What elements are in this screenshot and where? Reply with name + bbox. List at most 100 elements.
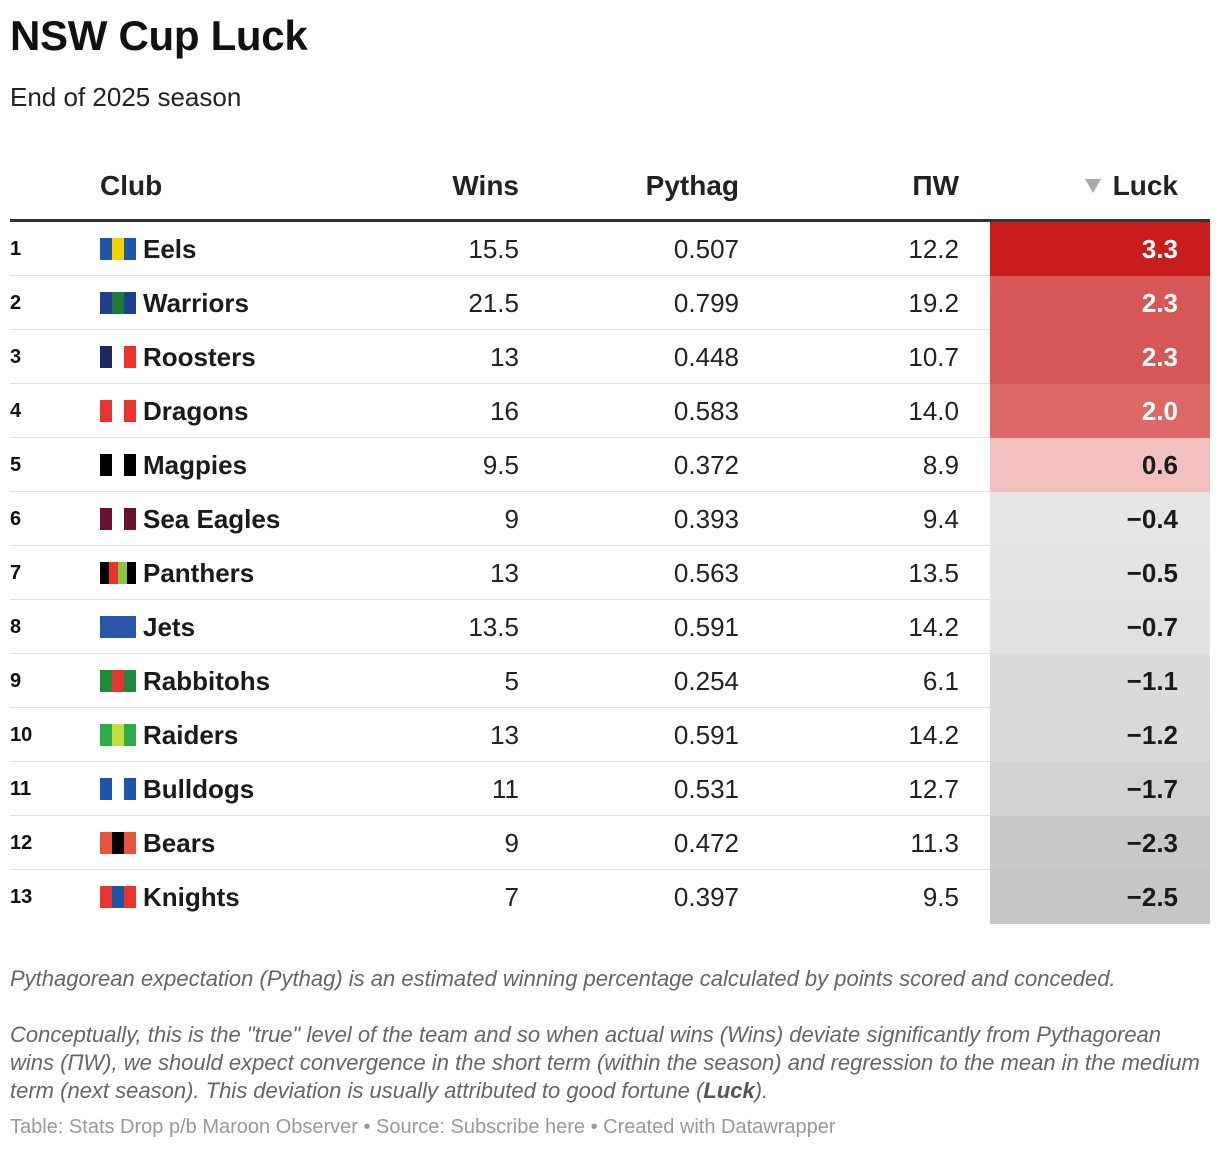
pw-cell: 9.4 — [922, 504, 959, 534]
pythag-cell: 0.799 — [673, 288, 739, 318]
club-color-stripe — [100, 616, 112, 638]
luck-table: Club Wins Pythag ΠW Luck 1 Eels 15.5 0.507 1… — [10, 160, 1210, 924]
club-color-stripe — [100, 508, 112, 530]
club-colors-icon — [100, 562, 136, 584]
pw-cell: 11.3 — [910, 828, 959, 858]
table-row: 3 Roosters 13 0.448 10.7 2.3 — [10, 330, 1210, 384]
club-color-stripe — [124, 346, 136, 368]
pw-cell: 13.5 — [908, 558, 959, 588]
club-colors-icon — [100, 886, 136, 908]
club-color-stripe — [124, 886, 136, 908]
footnote-explanation: Conceptually, this is the "true" level o… — [10, 1021, 1210, 1105]
luck-cell: −2.5 — [990, 870, 1210, 924]
club-color-stripe — [124, 508, 136, 530]
table-row: 7 Panthers 13 0.563 13.5 −0.5 — [10, 546, 1210, 600]
club-color-stripe — [100, 670, 112, 692]
column-header-club[interactable]: Club — [100, 170, 163, 201]
table-row: 9 Rabbitohs 5 0.254 6.1 −1.1 — [10, 654, 1210, 708]
footnote-pythag: Pythagorean expectation (Pythag) is an e… — [10, 966, 1116, 991]
pythag-cell: 0.472 — [673, 828, 739, 858]
luck-cell: −0.4 — [990, 492, 1210, 546]
luck-cell: 2.3 — [990, 276, 1210, 330]
pw-cell: 8.9 — [922, 450, 959, 480]
club-color-stripe — [124, 454, 136, 476]
club-name-cell: Raiders — [143, 720, 239, 750]
rank-cell: 10 — [10, 724, 33, 746]
luck-cell: 2.0 — [990, 384, 1210, 438]
luck-cell: −1.7 — [990, 762, 1210, 816]
column-header-luck-label: Luck — [1112, 170, 1178, 201]
club-color-stripe — [112, 832, 124, 854]
club-name-cell: Dragons — [143, 396, 249, 426]
pythag-cell: 0.507 — [673, 234, 739, 264]
wins-cell: 9.5 — [482, 450, 519, 480]
footnote-explanation-end: ). — [754, 1078, 769, 1103]
table-body: 1 Eels 15.5 0.507 12.2 3.3 2 Warriors 21.5 0.799 1… — [10, 222, 1210, 924]
pw-cell: 9.5 — [922, 882, 959, 912]
table-row: 10 Raiders 13 0.591 14.2 −1.2 — [10, 708, 1210, 762]
pythag-cell: 0.448 — [673, 342, 739, 372]
club-color-stripe — [112, 238, 124, 260]
club-colors-icon — [100, 778, 136, 800]
club-color-stripe — [124, 400, 136, 422]
club-color-stripe — [100, 562, 109, 584]
club-color-stripe — [112, 508, 124, 530]
rank-cell: 6 — [10, 508, 22, 530]
rank-cell: 13 — [10, 886, 33, 908]
club-color-stripe — [100, 400, 112, 422]
table-row: 5 Magpies 9.5 0.372 8.9 0.6 — [10, 438, 1210, 492]
wins-cell: 21.5 — [468, 288, 519, 318]
club-colors-icon — [100, 616, 136, 638]
wins-cell: 11 — [492, 774, 519, 804]
club-colors-icon — [100, 832, 136, 854]
luck-cell: −1.1 — [990, 654, 1210, 708]
club-color-stripe — [124, 238, 136, 260]
club-name-cell: Warriors — [143, 288, 249, 318]
luck-cell: 0.6 — [990, 438, 1210, 492]
club-color-stripe — [124, 778, 136, 800]
rank-cell: 2 — [10, 292, 22, 314]
pythag-cell: 0.254 — [673, 666, 739, 696]
footnote-luck-bold: Luck — [703, 1078, 755, 1103]
club-colors-icon — [100, 400, 136, 422]
wins-cell: 9 — [504, 828, 519, 858]
club-color-stripe — [100, 832, 112, 854]
table-row: 13 Knights 7 0.397 9.5 −2.5 — [10, 870, 1210, 924]
club-color-stripe — [100, 724, 112, 746]
luck-cell: −2.3 — [990, 816, 1210, 870]
club-color-stripe — [118, 562, 127, 584]
club-color-stripe — [127, 562, 136, 584]
club-name-cell: Knights — [143, 882, 240, 912]
club-color-stripe — [112, 778, 124, 800]
club-color-stripe — [124, 616, 136, 638]
wins-cell: 13 — [490, 558, 519, 588]
club-color-stripe — [100, 292, 112, 314]
column-header-pythag[interactable]: Pythag — [645, 170, 739, 201]
club-colors-icon — [100, 238, 136, 260]
club-name-cell: Jets — [143, 612, 196, 642]
club-color-stripe — [112, 346, 124, 368]
club-color-stripe — [124, 724, 136, 746]
wins-cell: 15.5 — [468, 234, 519, 264]
pythag-cell: 0.372 — [673, 450, 739, 480]
pw-cell: 14.2 — [908, 720, 959, 750]
wins-cell: 5 — [504, 666, 519, 696]
wins-cell: 7 — [504, 882, 519, 912]
column-header-pw[interactable]: ΠW — [912, 170, 959, 201]
club-color-stripe — [109, 562, 118, 584]
rank-cell: 5 — [10, 454, 22, 476]
table-header: Club Wins Pythag ΠW Luck — [10, 160, 1210, 222]
club-colors-icon — [100, 670, 136, 692]
rank-cell: 11 — [10, 778, 32, 800]
column-header-luck[interactable]: Luck — [1084, 170, 1178, 202]
club-color-stripe — [100, 238, 112, 260]
rank-cell: 12 — [10, 832, 33, 854]
club-name-cell: Magpies — [143, 450, 248, 480]
pw-cell: 14.0 — [908, 396, 959, 426]
rank-cell: 7 — [10, 562, 22, 584]
rank-cell: 9 — [10, 670, 22, 692]
column-header-wins[interactable]: Wins — [452, 170, 519, 201]
club-color-stripe — [112, 454, 124, 476]
club-color-stripe — [100, 778, 112, 800]
table-row: 12 Bears 9 0.472 11.3 −2.3 — [10, 816, 1210, 870]
